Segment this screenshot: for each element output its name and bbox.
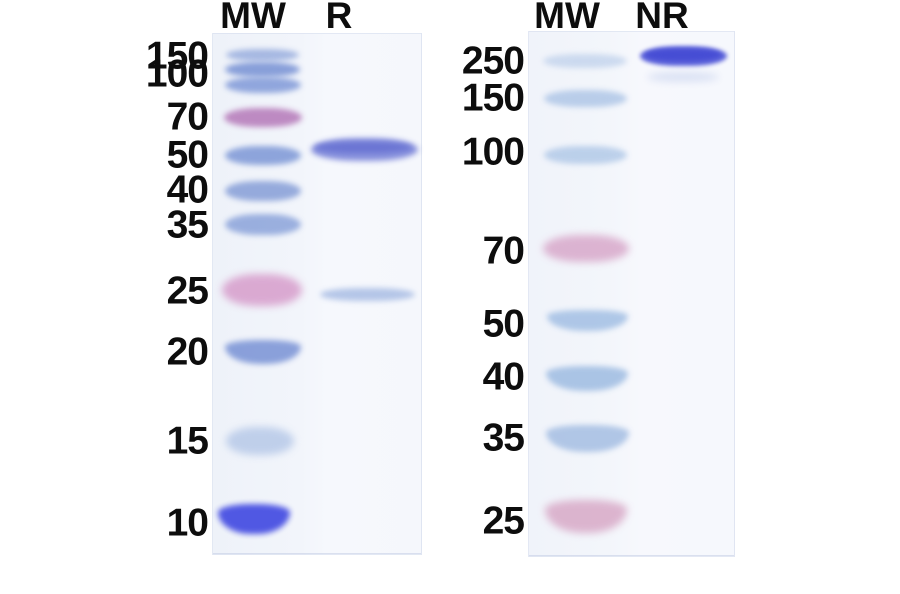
r-band-approx-24kda [320, 288, 415, 301]
mw-label-100: 100 [461, 130, 525, 174]
mw-band-10 [218, 504, 290, 534]
mw-band-250 [543, 54, 627, 68]
nr-band-approx-250kda-core [645, 49, 721, 61]
mw-label-50: 50 [166, 133, 209, 177]
mw-band-25-pink [545, 500, 627, 533]
mw-band-100 [225, 62, 300, 77]
mw-band-70-pink [224, 108, 302, 127]
gel-reduced-marker-bands [213, 34, 421, 554]
mw-band-40 [546, 366, 628, 391]
mw-label-25: 25 [166, 269, 209, 313]
mw-label-35: 35 [482, 416, 525, 460]
mw-band-70-pink [543, 235, 629, 262]
mw-label-25: 25 [482, 499, 525, 543]
mw-labels-reduced: 150 100 70 50 40 35 25 20 15 10 [0, 0, 209, 594]
mw-label-35: 35 [166, 203, 209, 247]
gel-reduced [212, 33, 422, 555]
gel-non-reduced [528, 31, 735, 557]
mw-band-50 [547, 310, 628, 331]
mw-label-150: 150 [145, 34, 209, 78]
mw-label-50: 50 [482, 302, 525, 346]
lane-header-nr: NR [635, 0, 689, 36]
mw-band-15 [226, 427, 294, 455]
mw-label-150: 150 [461, 76, 525, 120]
mw-label-10: 10 [166, 501, 209, 545]
mw-band-40 [225, 181, 301, 201]
mw-band-80 [225, 77, 301, 93]
mw-label-40: 40 [482, 355, 525, 399]
lane-header-mw-right: MW [534, 0, 600, 36]
mw-label-100: 100 [145, 52, 209, 96]
mw-band-35 [225, 214, 301, 235]
lane-header-r: R [325, 0, 353, 36]
gel-non-reduced-sample-bands [529, 32, 734, 556]
mw-band-100 [544, 146, 627, 164]
r-band-approx-50kda-core [315, 142, 412, 153]
mw-band-150 [226, 49, 299, 61]
gel-non-reduced-marker-bands [529, 32, 734, 556]
mw-label-70: 70 [166, 95, 209, 139]
mw-band-25-pink [222, 274, 302, 306]
mw-band-150 [544, 90, 627, 107]
mw-band-35 [546, 425, 629, 452]
mw-label-20: 20 [166, 330, 209, 374]
gel-reduced-sample-bands [213, 34, 421, 554]
nr-band-shadow [647, 72, 719, 82]
mw-label-40: 40 [166, 168, 209, 212]
mw-label-15: 15 [166, 419, 209, 463]
mw-label-250: 250 [461, 39, 525, 83]
mw-label-70: 70 [482, 229, 525, 273]
mw-band-50 [225, 146, 301, 165]
lane-header-mw-left: MW [220, 0, 286, 36]
mw-band-20 [225, 340, 301, 364]
